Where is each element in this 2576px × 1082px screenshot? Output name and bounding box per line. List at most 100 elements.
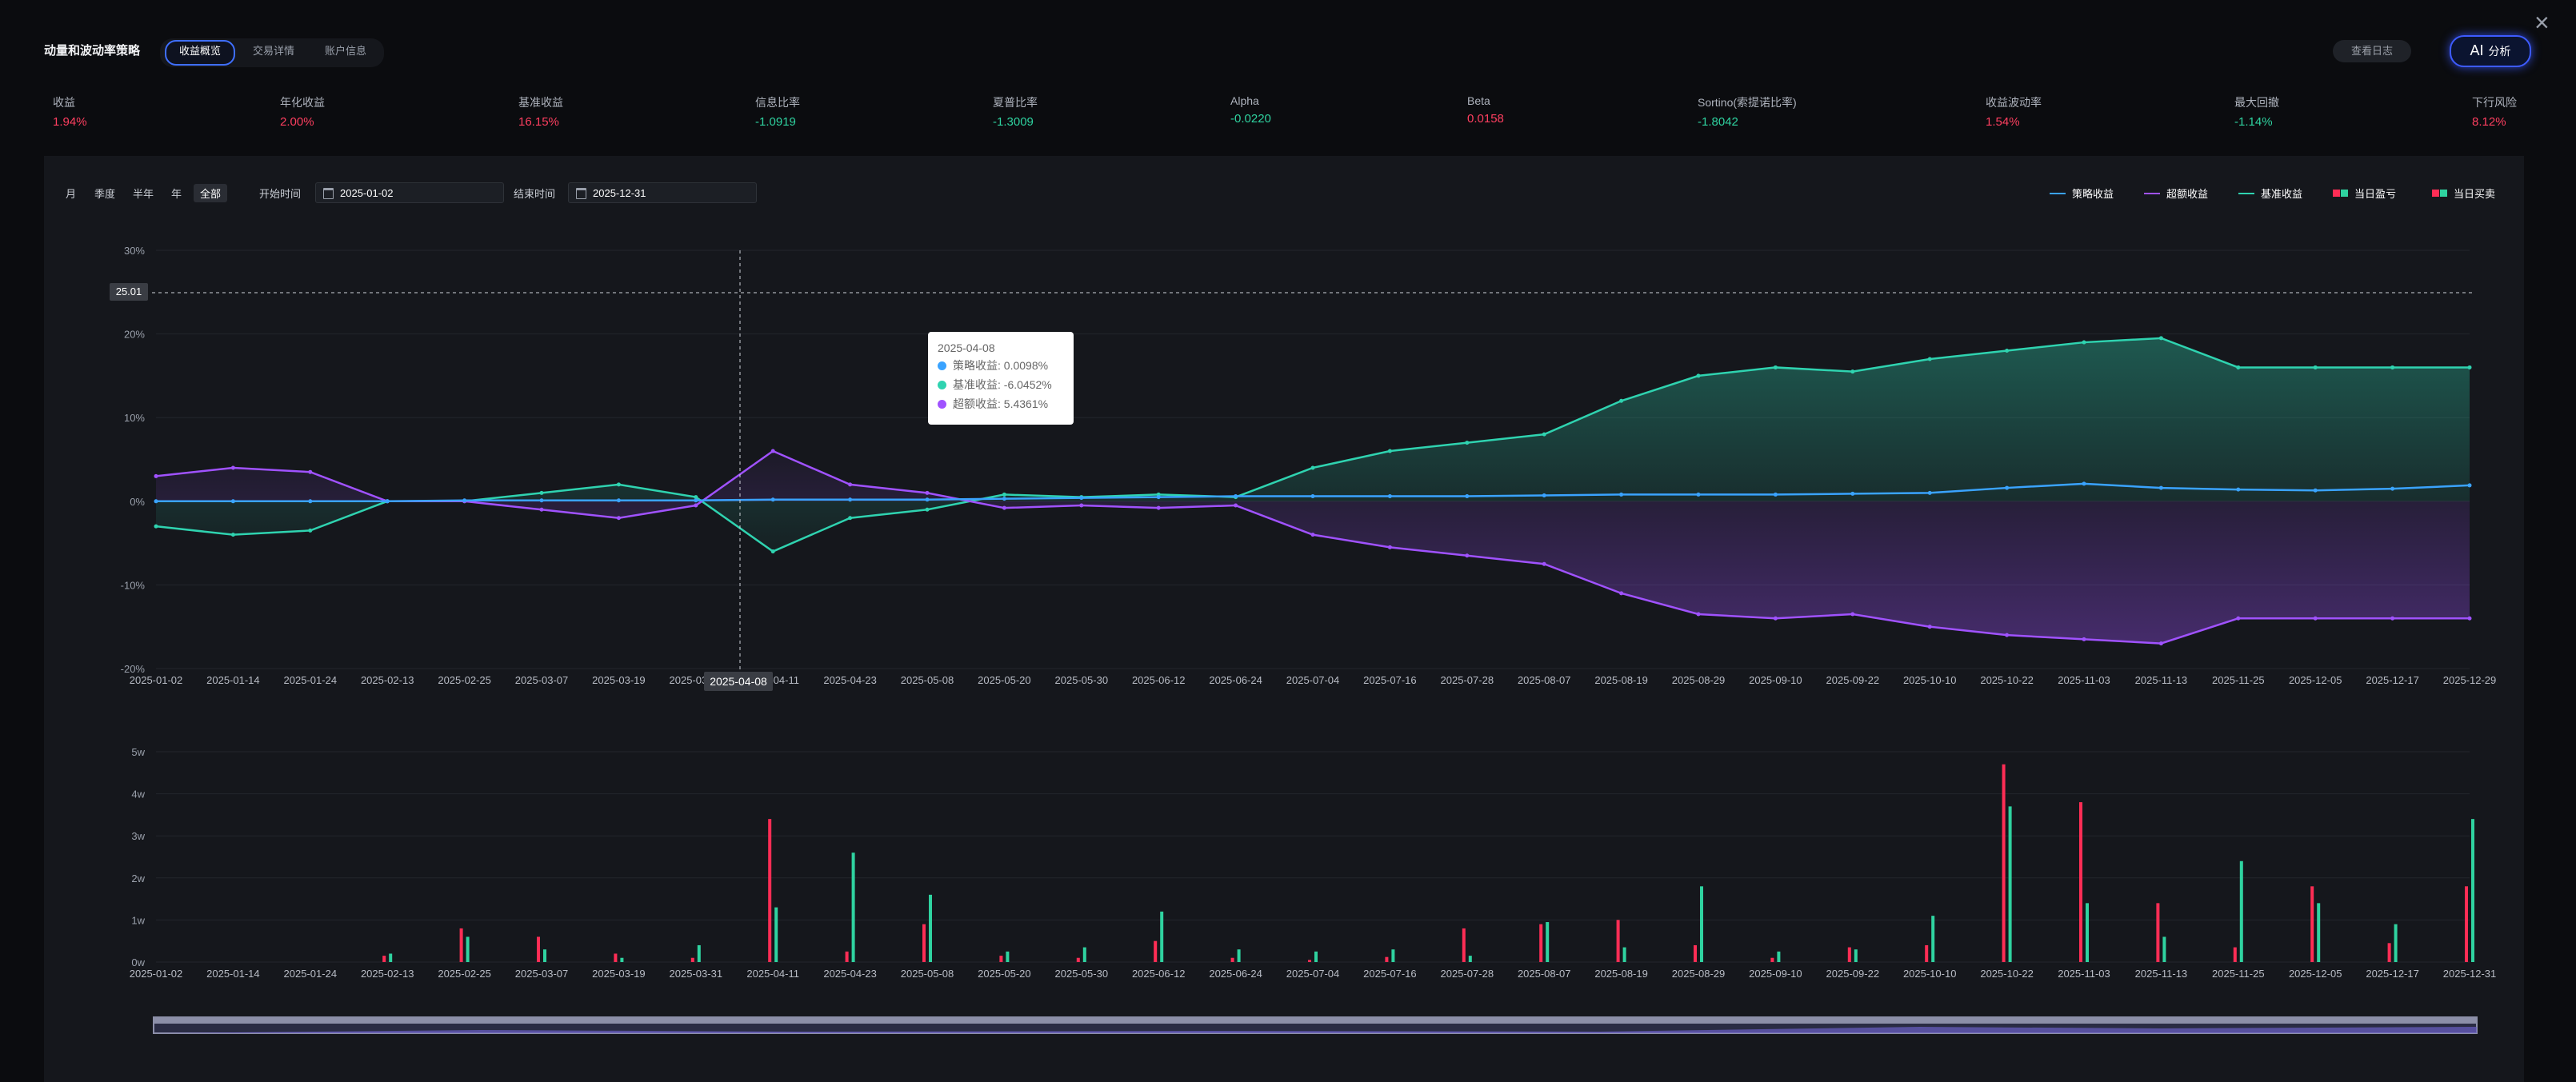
x-tick-label: 2025-05-08	[901, 968, 954, 980]
legend-daily-pnl[interactable]: 当日盈亏	[2333, 186, 2396, 201]
data-point	[1619, 492, 1624, 497]
crosshair-x-label: 2025-04-08	[704, 672, 773, 691]
legend-strategy[interactable]: 策略收益	[2050, 186, 2114, 201]
tab-group: 收益概览 交易详情 账户信息	[160, 38, 385, 67]
bar	[537, 936, 540, 962]
data-point	[2313, 365, 2318, 369]
stat-value: 16.15%	[518, 115, 559, 129]
bar	[1847, 947, 1851, 962]
period-quarter[interactable]: 季度	[94, 188, 116, 200]
legend-excess[interactable]: 超额收益	[2144, 186, 2208, 201]
x-tick-label: 2025-11-25	[2212, 674, 2265, 686]
x-tick-label: 2025-01-14	[206, 674, 260, 686]
tab-overview[interactable]: 收益概览	[165, 40, 236, 66]
x-tick-label: 2025-12-05	[2289, 674, 2342, 686]
bar	[466, 936, 470, 962]
zoom-slider[interactable]	[153, 1016, 2478, 1034]
data-point	[1927, 357, 1932, 361]
x-tick-label: 2025-01-24	[284, 968, 338, 980]
x-tick-label: 2025-10-22	[1980, 968, 2034, 980]
period-month[interactable]: 月	[66, 188, 77, 200]
data-point	[925, 490, 930, 495]
bar	[1468, 956, 1472, 962]
tooltip-date: 2025-04-08	[938, 341, 995, 354]
data-point	[2158, 485, 2163, 490]
x-tick-label: 2025-02-13	[361, 674, 414, 686]
period-all[interactable]: 全部	[194, 184, 228, 202]
stat-label: 信息比率	[755, 96, 800, 109]
start-date-value: 2025-01-02	[340, 187, 394, 199]
x-tick-label: 2025-03-19	[592, 674, 646, 686]
x-tick-label: 2025-01-24	[284, 674, 338, 686]
bar	[768, 819, 772, 962]
data-point	[1619, 591, 1624, 596]
x-tick-label: 2025-11-13	[2135, 968, 2188, 980]
data-point	[848, 516, 853, 521]
x-tick-label: 2025-12-17	[2366, 968, 2419, 980]
legend-benchmark[interactable]: 基准收益	[2238, 186, 2302, 201]
data-point	[308, 469, 313, 474]
legend-daily-trade[interactable]: 当日买卖	[2432, 186, 2495, 201]
stat-max-drawdown: 最大回撤 -1.14%	[2234, 94, 2279, 129]
tab-trade-details[interactable]: 交易详情	[253, 45, 295, 57]
bar	[382, 956, 386, 962]
data-point	[1310, 494, 1315, 499]
end-date-input[interactable]: 2025-12-31	[568, 182, 757, 203]
x-tick-label: 2025-05-20	[978, 674, 1031, 686]
data-point	[1156, 505, 1161, 510]
data-point	[848, 482, 853, 487]
bar-chart-grid	[156, 751, 2470, 963]
x-tick-label: 2025-07-16	[1363, 674, 1417, 686]
bar	[1539, 924, 1543, 962]
bar	[1616, 920, 1620, 962]
data-point	[1387, 545, 1392, 549]
y-tick-label: 1w	[131, 914, 145, 926]
bar	[2233, 947, 2237, 962]
x-tick-label: 2025-10-10	[1903, 674, 1957, 686]
tab-account-info[interactable]: 账户信息	[325, 45, 367, 57]
view-log-button[interactable]: 查看日志	[2333, 40, 2411, 62]
period-half-year[interactable]: 半年	[133, 188, 154, 200]
x-tick-label: 2025-12-17	[2366, 674, 2419, 686]
bar	[1925, 944, 1929, 962]
main-chart-lines	[154, 336, 2472, 646]
data-point	[770, 449, 775, 453]
data-point	[1850, 612, 1855, 617]
x-tick-label: 2025-10-22	[1980, 674, 2034, 686]
legend-square-icon	[2333, 190, 2340, 197]
bar	[1308, 960, 1311, 962]
bar	[1700, 886, 1703, 962]
data-point	[2467, 483, 2472, 488]
data-point	[2005, 485, 2010, 490]
bar	[1154, 940, 1158, 962]
tooltip-dot	[938, 361, 946, 370]
close-icon[interactable]: ×	[2534, 8, 2550, 37]
x-tick-label: 2025-09-10	[1749, 968, 1802, 980]
data-point	[154, 499, 158, 504]
start-date-input[interactable]: 2025-01-02	[315, 182, 504, 203]
stat-value: -1.14%	[2234, 115, 2273, 129]
bar	[1777, 951, 1781, 962]
legend-line-icon	[2050, 192, 2066, 194]
stat-label: 年化收益	[280, 96, 325, 109]
data-point	[1542, 432, 1546, 437]
y-tick-label: 3w	[131, 830, 145, 842]
data-point	[230, 499, 235, 504]
bar	[697, 944, 701, 962]
stat-label: Sortino(索提诺比率)	[1698, 96, 1797, 109]
data-point	[1696, 492, 1701, 497]
bar	[1230, 957, 1234, 962]
stat-value: -1.8042	[1698, 115, 1738, 129]
x-tick-label: 2025-06-24	[1209, 968, 1262, 980]
bar	[459, 928, 463, 962]
bar	[2156, 903, 2160, 962]
main-chart-areas	[156, 337, 2470, 644]
zoom-selection[interactable]	[154, 1017, 2477, 1024]
ai-analysis-button[interactable]: AI 分析	[2450, 35, 2531, 67]
period-year[interactable]: 年	[171, 188, 182, 200]
x-tick-label: 2025-07-16	[1363, 968, 1417, 980]
bar	[1854, 949, 1858, 962]
x-tick-label: 2025-02-25	[438, 968, 491, 980]
bar	[2310, 886, 2314, 962]
